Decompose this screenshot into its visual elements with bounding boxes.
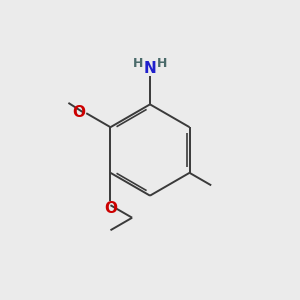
Text: N: N — [144, 61, 156, 76]
Text: H: H — [157, 57, 167, 70]
Text: O: O — [72, 105, 85, 120]
Text: H: H — [133, 57, 143, 70]
Text: O: O — [105, 201, 118, 216]
